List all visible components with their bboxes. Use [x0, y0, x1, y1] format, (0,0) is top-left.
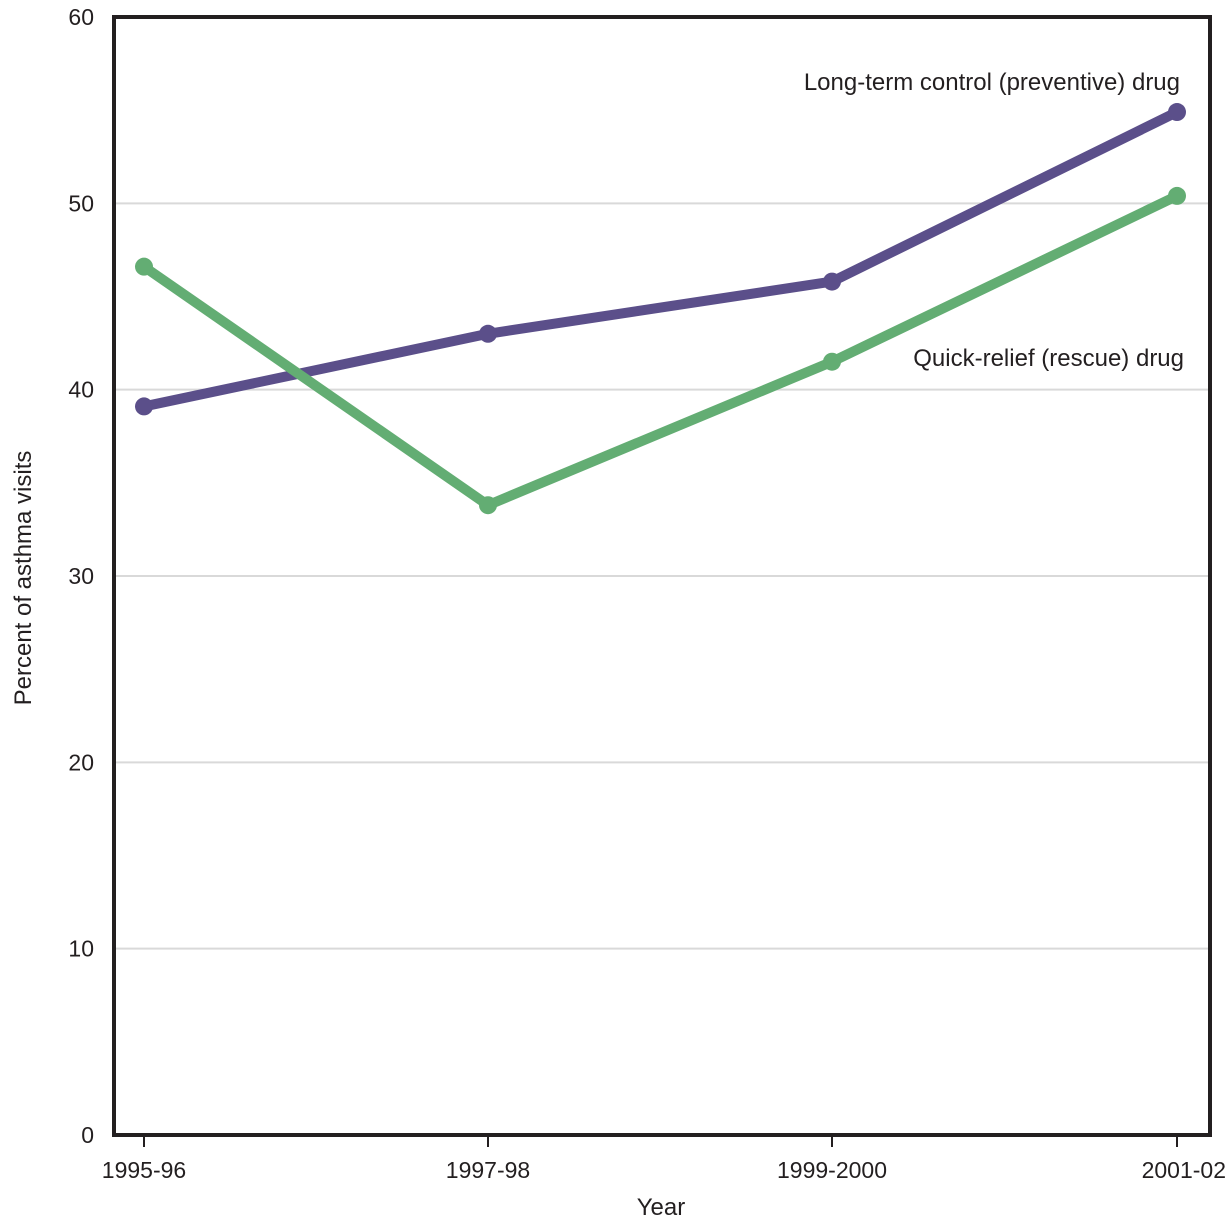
y-tick-label: 50: [68, 190, 94, 216]
y-tick-label: 60: [68, 4, 94, 30]
series-label-long-term-control: Long-term control (preventive) drug: [804, 69, 1180, 96]
data-point: [135, 397, 153, 416]
y-tick-label: 30: [68, 563, 94, 589]
y-tick-label: 0: [81, 1122, 94, 1148]
plot-area-border: [112, 15, 1212, 1137]
series-lines: [135, 103, 1186, 515]
y-tick-label: 40: [68, 377, 94, 403]
series-label-quick-relief: Quick-relief (rescue) drug: [913, 345, 1184, 372]
x-axis-title: Year: [637, 1194, 686, 1220]
data-point: [823, 272, 841, 291]
x-tick-label: 1997-98: [446, 1157, 530, 1183]
series-line-0: [139, 107, 1182, 412]
x-tick-label: 1999-2000: [777, 1157, 887, 1183]
y-tick-label: 10: [68, 936, 94, 962]
gridlines: [114, 202, 1210, 950]
y-axis-ticks: 0 10 20 30 40 50 60: [68, 4, 94, 1148]
x-tick-label: 2001-02: [1142, 1157, 1226, 1183]
series-line-1: [139, 190, 1182, 511]
data-point: [479, 324, 497, 343]
data-point: [135, 257, 153, 276]
y-tick-label: 20: [68, 749, 94, 775]
plot-frame: [112, 15, 1212, 1137]
data-point: [823, 352, 841, 371]
x-axis-ticks: 1995-96 1997-98 1999-2000 2001-02: [102, 1135, 1226, 1183]
y-axis-title: Percent of asthma visits: [10, 451, 37, 706]
data-point: [1168, 103, 1186, 122]
data-point: [1168, 186, 1186, 205]
x-tick-label: 1995-96: [102, 1157, 186, 1183]
data-point: [479, 496, 497, 515]
